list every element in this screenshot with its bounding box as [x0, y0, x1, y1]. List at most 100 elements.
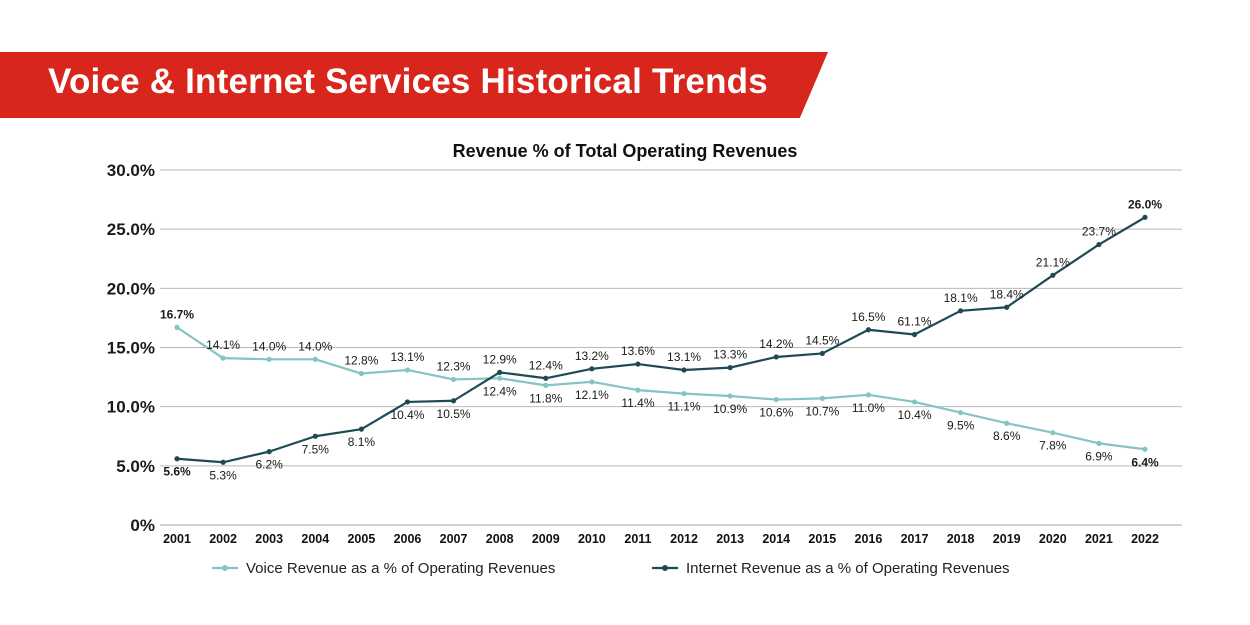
internet-data-label: 14.5%: [805, 333, 839, 347]
internet-data-label: 23.7%: [1082, 225, 1116, 239]
internet-point: [220, 459, 226, 465]
data-labels: 16.7% 5.6% 14.1% 5.3% 14.0% 6.2% 14.0% 7.5% 12.8…: [160, 197, 1162, 482]
y-tick-label: 20.0%: [107, 279, 155, 298]
y-tick-label: 10.0%: [107, 398, 155, 417]
voice-point: [543, 382, 549, 388]
internet-data-label: 8.1%: [348, 435, 376, 449]
internet-point: [727, 365, 733, 371]
voice-data-label: 10.6%: [759, 406, 793, 420]
voice-point: [819, 395, 825, 401]
internet-data-label: 14.2%: [759, 337, 793, 351]
internet-data-label: 18.1%: [944, 291, 978, 305]
voice-point: [589, 379, 595, 385]
internet-data-label: 13.6%: [621, 344, 655, 358]
voice-point: [266, 356, 272, 362]
y-tick-label: 5.0%: [116, 457, 155, 476]
internet-point: [773, 354, 779, 360]
x-tick-label: 2017: [901, 532, 929, 546]
internet-point: [865, 327, 872, 333]
voice-point: [404, 367, 411, 373]
internet-data-label: 13.2%: [575, 349, 609, 363]
x-tick-label: 2018: [947, 532, 975, 546]
internet-data-label: 12.9%: [483, 352, 517, 366]
internet-data-label: 10.4%: [390, 408, 424, 422]
voice-point: [220, 355, 226, 361]
x-tick-label: 2008: [486, 532, 514, 546]
voice-data-label: 14.0%: [298, 339, 332, 353]
voice-point: [911, 399, 918, 405]
legend: Voice Revenue as a % of Operating Revenu…: [212, 560, 1010, 577]
voice-data-label: 12.1%: [575, 388, 609, 402]
voice-data-label: 10.4%: [898, 408, 932, 422]
x-tick-label: 2009: [532, 532, 560, 546]
x-tick-label: 2014: [762, 532, 790, 546]
internet-data-label: 13.3%: [713, 348, 747, 362]
x-tick-label: 2001: [163, 532, 191, 546]
voice-data-label: 6.9%: [1085, 449, 1113, 463]
internet-data-label: 5.3%: [209, 468, 237, 482]
voice-point: [681, 391, 687, 397]
y-axis: 0% 5.0% 10.0% 15.0% 20.0% 25.0% 30.0%: [107, 161, 155, 535]
x-tick-label: 2016: [855, 532, 883, 546]
internet-series-line: [176, 216, 1146, 464]
y-tick-label: 30.0%: [107, 161, 155, 180]
voice-point: [773, 396, 779, 403]
internet-point: [1096, 241, 1102, 248]
internet-point: [1142, 214, 1148, 220]
voice-point: [1096, 440, 1102, 446]
voice-point: [635, 387, 641, 393]
voice-data-label: 11.8%: [529, 391, 562, 405]
voice-data-label: 7.8%: [1039, 439, 1067, 453]
voice-data-label: 12.4%: [483, 384, 517, 398]
x-axis: 2001 2002 2003 2004 2005 2006 2007 2008 2009 2010…: [163, 532, 1159, 546]
voice-point: [450, 376, 457, 383]
voice-data-label: 14.1%: [206, 338, 240, 352]
internet-point: [1004, 304, 1010, 310]
x-tick-label: 2007: [440, 532, 468, 546]
internet-point: [266, 449, 272, 455]
internet-point: [958, 308, 964, 314]
y-tick-label: 25.0%: [107, 220, 155, 239]
page-title: Voice & Internet Services Historical Tre…: [48, 62, 768, 101]
voice-point: [727, 393, 733, 399]
internet-point: [635, 361, 641, 367]
voice-point: [1050, 430, 1056, 436]
internet-point: [911, 331, 918, 338]
internet-point: [543, 375, 549, 381]
internet-point: [589, 366, 595, 372]
x-tick-label: 2012: [670, 532, 698, 546]
voice-data-label: 11.4%: [621, 396, 654, 410]
internet-data-label: 7.5%: [302, 442, 330, 456]
voice-point: [497, 375, 503, 381]
voice-point: [312, 356, 318, 362]
internet-data-label: 21.1%: [1036, 255, 1070, 269]
y-tick-label: 15.0%: [107, 339, 155, 358]
internet-data-label: 26.0%: [1128, 197, 1162, 211]
voice-data-label: 12.8%: [344, 354, 378, 368]
series: [174, 214, 1148, 465]
internet-point: [497, 369, 503, 375]
internet-point: [404, 399, 411, 405]
voice-point: [958, 409, 964, 416]
voice-data-label: 6.4%: [1131, 455, 1159, 469]
internet-data-label: 61.1%: [898, 314, 932, 328]
voice-data-label: 11.1%: [667, 400, 700, 414]
voice-legend-marker: [222, 565, 228, 571]
internet-data-label: 16.5%: [851, 310, 885, 324]
x-tick-label: 2020: [1039, 532, 1067, 546]
voice-data-label: 16.7%: [160, 307, 194, 321]
title-banner: [0, 52, 828, 118]
internet-legend-label: Internet Revenue as a % of Operating Rev…: [686, 560, 1010, 577]
internet-data-label: 18.4%: [990, 287, 1024, 301]
internet-data-label: 5.6%: [163, 465, 191, 479]
internet-point: [174, 456, 180, 462]
voice-data-label: 10.9%: [713, 402, 747, 416]
internet-point: [1050, 272, 1056, 278]
x-tick-label: 2022: [1131, 532, 1159, 546]
voice-data-label: 11.0%: [852, 401, 885, 415]
voice-point: [1004, 420, 1010, 426]
x-tick-label: 2004: [301, 532, 329, 546]
voice-data-label: 10.7%: [805, 404, 839, 418]
internet-point: [358, 426, 364, 432]
voice-data-label: 14.0%: [252, 339, 286, 353]
